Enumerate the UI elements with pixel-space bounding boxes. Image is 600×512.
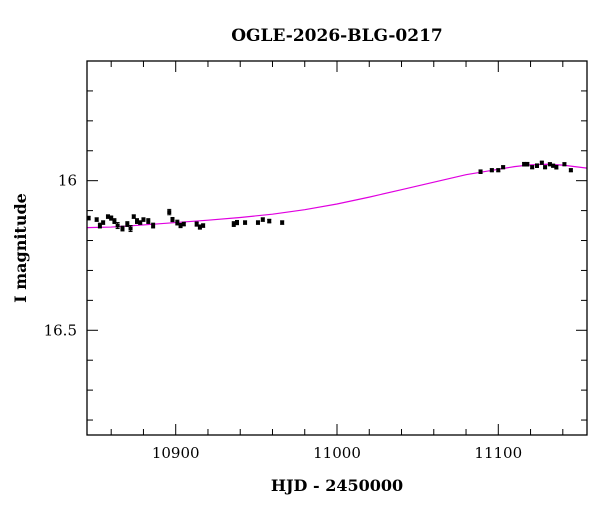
data-point xyxy=(562,162,567,167)
data-point xyxy=(543,165,548,170)
data-point xyxy=(146,218,151,224)
data-point xyxy=(101,220,106,225)
data-point xyxy=(554,164,559,170)
y-tick-label: 16 xyxy=(58,172,77,190)
data-point xyxy=(135,218,139,224)
data-point xyxy=(201,223,206,228)
data-point xyxy=(501,165,506,170)
model-curve xyxy=(87,163,587,229)
data-point xyxy=(112,218,117,224)
y-tick-label: 16.5 xyxy=(44,321,77,339)
axis-ticks: 10900 11000 11100 16 16.5 xyxy=(44,60,587,462)
x-tick-label: 10900 xyxy=(152,444,200,462)
data-point xyxy=(167,208,172,216)
data-point xyxy=(115,222,120,230)
data-point xyxy=(530,165,535,170)
plot-frame xyxy=(86,60,588,436)
data-point xyxy=(170,216,175,223)
x-tick-label: 11100 xyxy=(474,444,522,462)
data-point xyxy=(94,217,99,222)
data-point xyxy=(181,221,186,227)
data-point xyxy=(478,169,483,174)
data-point xyxy=(128,225,133,233)
data-point xyxy=(131,214,136,219)
y-axis-label: I magnitude xyxy=(11,193,30,303)
data-point xyxy=(260,217,265,222)
data-point xyxy=(489,168,494,173)
data-point xyxy=(255,220,260,225)
data-point xyxy=(535,163,539,169)
data-point xyxy=(496,168,501,173)
plot-area xyxy=(87,160,587,233)
data-point xyxy=(267,218,272,224)
data-point xyxy=(280,220,285,225)
data-point xyxy=(235,219,239,226)
data-point xyxy=(125,221,130,227)
data-point xyxy=(141,217,146,222)
data-point xyxy=(151,222,156,229)
data-point xyxy=(568,168,573,173)
data-point xyxy=(243,220,248,225)
x-axis-label: HJD - 2450000 xyxy=(271,476,403,495)
data-point xyxy=(120,225,125,232)
data-point xyxy=(525,161,530,167)
chart-title: OGLE-2026-BLG-0217 xyxy=(231,26,443,46)
data-point xyxy=(539,160,544,165)
x-tick-label: 11000 xyxy=(313,444,361,462)
